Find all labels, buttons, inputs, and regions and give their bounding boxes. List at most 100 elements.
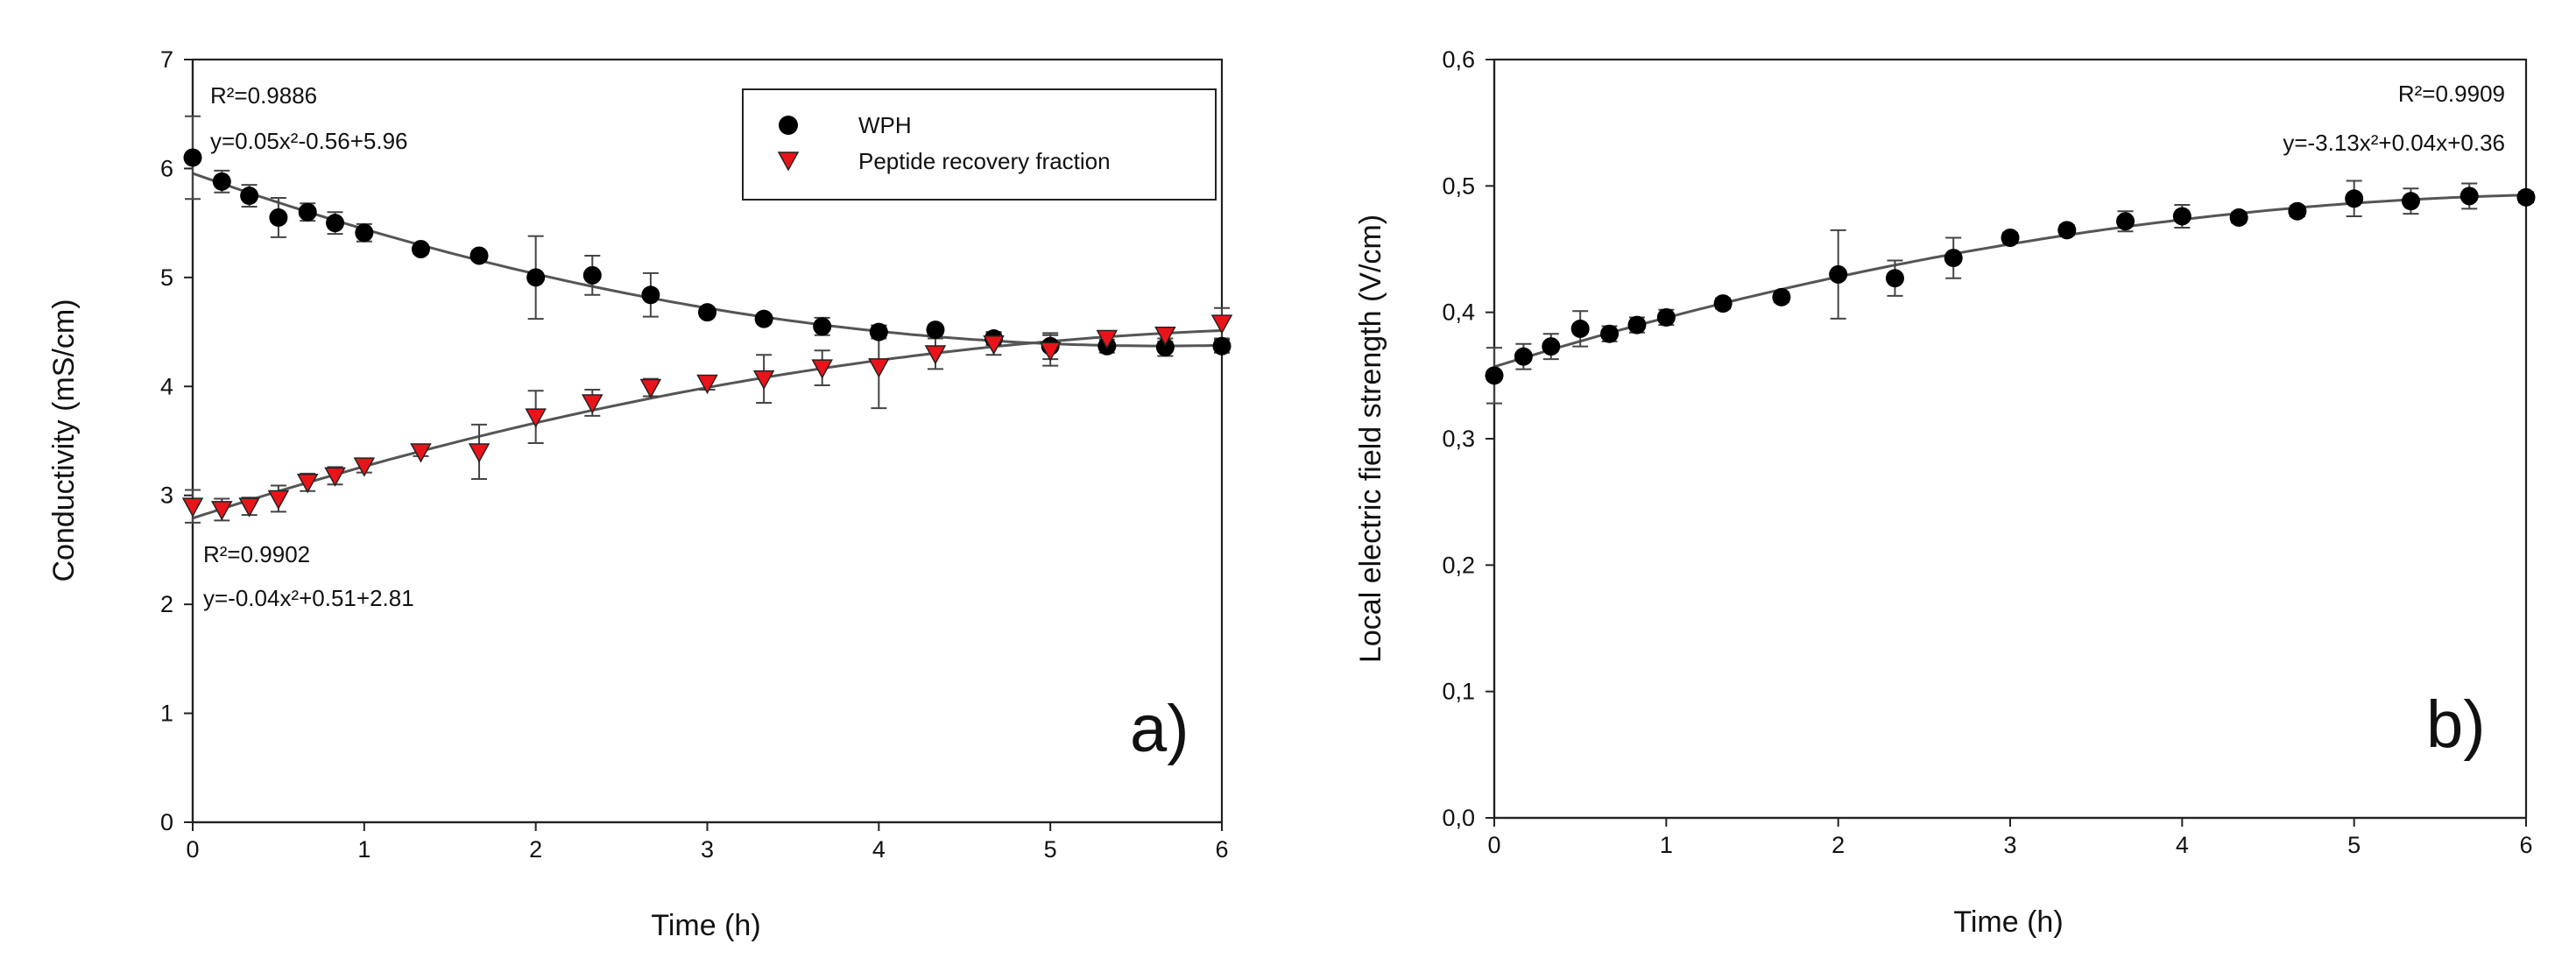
- data-point-a-wph-3: [269, 208, 288, 227]
- data-point-a-peptide-recovery-fraction-9: [525, 408, 547, 428]
- legend-wph-label: WPH: [858, 112, 912, 138]
- data-points-b: [1485, 187, 2536, 385]
- data-point-b-local-electric-field-strength-18: [2345, 189, 2364, 208]
- field-equation-annotation: y=-3.13x²+0.04x+0.36: [2283, 130, 2505, 156]
- data-points-a: [181, 148, 1233, 521]
- data-point-a-peptide-recovery-fraction-12: [696, 374, 718, 395]
- x-tick-label-a-1: 1: [357, 836, 371, 863]
- data-point-b-local-electric-field-strength-16: [2229, 208, 2248, 227]
- data-point-b-local-electric-field-strength-8: [1772, 287, 1791, 306]
- data-point-a-peptide-recovery-fraction-11: [639, 378, 662, 399]
- data-point-b-local-electric-field-strength-13: [2057, 221, 2077, 240]
- legend-peptide-label: Peptide recovery fraction: [858, 148, 1111, 174]
- x-tick-label-a-6: 6: [1215, 836, 1228, 863]
- y-tick-label-b-2: 0,2: [1442, 552, 1475, 578]
- data-point-a-wph-14: [813, 317, 832, 336]
- chart-panel-b: 0 1 2 3 4 5 6 0,0 0,1 0,2 0,3 0,4 0,5 0,6 Time (h) Lo…: [1354, 46, 2536, 939]
- data-point-a-peptide-recovery-fraction-8: [468, 443, 490, 463]
- data-point-a-peptide-recovery-fraction-21: [1210, 314, 1233, 335]
- x-tick-label-b-5: 5: [2347, 832, 2361, 858]
- data-point-b-local-electric-field-strength-21: [2516, 187, 2536, 207]
- data-point-a-peptide-recovery-fraction-6: [353, 457, 376, 477]
- legend-wph-marker: [779, 116, 798, 135]
- data-point-a-wph-5: [326, 214, 345, 233]
- data-point-a-peptide-recovery-fraction-10: [582, 394, 603, 414]
- data-point-a-peptide-recovery-fraction-7: [410, 443, 432, 463]
- y-tick-label-b-3: 0,3: [1442, 426, 1475, 452]
- y-tick-label-a-7: 7: [160, 46, 173, 73]
- data-point-a-wph-6: [355, 223, 374, 243]
- y-tick-label-b-0: 0,0: [1442, 805, 1475, 831]
- data-point-a-wph-12: [698, 303, 716, 322]
- data-point-a-peptide-recovery-fraction-20: [1154, 327, 1176, 347]
- y-tick-label-b-4: 0,4: [1442, 299, 1475, 326]
- field-r2-annotation: R²=0.9909: [2398, 81, 2505, 107]
- data-point-a-peptide-recovery-fraction-3: [267, 490, 290, 511]
- data-point-a-peptide-recovery-fraction-18: [1039, 342, 1062, 362]
- y-tick-label-a-3: 3: [160, 482, 173, 509]
- y-axis-title-a: Conductivity (mS/cm): [47, 299, 81, 581]
- data-point-b-local-electric-field-strength-1: [1514, 347, 1533, 366]
- x-tick-label-b-1: 1: [1660, 832, 1673, 858]
- data-point-a-peptide-recovery-fraction-5: [324, 467, 346, 487]
- data-point-b-local-electric-field-strength-7: [1713, 294, 1733, 313]
- axis-ticks-b: 0 1 2 3 4 5 6 0,0 0,1 0,2 0,3 0,4 0,5 0,6: [1442, 46, 2532, 858]
- legend-a: WPH Peptide recovery fraction: [742, 88, 1217, 201]
- axis-ticks-a: 0 1 2 3 4 5 6 0 1 2 3 4 5 6 7: [160, 46, 1229, 863]
- data-point-a-wph-0: [183, 148, 202, 167]
- data-point-a-wph-8: [469, 246, 489, 265]
- data-point-a-wph-9: [526, 268, 546, 287]
- data-point-a-wph-10: [582, 265, 602, 285]
- peptide-equation-annotation: y=-0.04x²+0.51+2.81: [203, 585, 414, 611]
- data-point-a-wph-7: [411, 240, 430, 259]
- data-point-b-local-electric-field-strength-10: [1885, 269, 1904, 288]
- x-tick-label-a-5: 5: [1044, 836, 1057, 863]
- data-point-a-peptide-recovery-fraction-13: [752, 370, 775, 391]
- data-point-a-wph-2: [240, 187, 259, 206]
- data-point-a-wph-21: [1212, 336, 1232, 356]
- y-tick-label-a-5: 5: [160, 264, 173, 291]
- data-point-b-local-electric-field-strength-17: [2288, 201, 2307, 221]
- panel-label-b: b): [2426, 687, 2486, 762]
- wph-r2-annotation: R²=0.9886: [210, 82, 317, 109]
- data-point-b-local-electric-field-strength-2: [1542, 337, 1561, 356]
- legend-peptide-marker: [777, 151, 800, 172]
- data-point-b-local-electric-field-strength-0: [1485, 366, 1504, 385]
- x-tick-label-a-4: 4: [872, 836, 886, 863]
- x-tick-label-a-2: 2: [529, 836, 542, 863]
- x-tick-label-b-2: 2: [1831, 832, 1845, 858]
- data-point-a-wph-15: [869, 322, 888, 342]
- y-tick-label-a-0: 0: [160, 809, 173, 835]
- y-tick-label-a-1: 1: [160, 701, 173, 727]
- y-tick-label-a-2: 2: [160, 591, 173, 617]
- x-tick-label-a-0: 0: [186, 836, 199, 863]
- data-point-a-wph-11: [641, 285, 660, 305]
- data-point-b-local-electric-field-strength-11: [1944, 249, 1963, 268]
- data-point-a-peptide-recovery-fraction-14: [811, 359, 833, 379]
- x-tick-label-b-6: 6: [2519, 832, 2532, 858]
- wph-equation-annotation: y=0.05x²-0.56+5.96: [210, 128, 408, 154]
- y-tick-label-b-1: 0,1: [1442, 679, 1475, 705]
- data-point-a-peptide-recovery-fraction-16: [924, 345, 947, 365]
- legend-box: [742, 88, 1217, 201]
- x-tick-label-b-3: 3: [2003, 832, 2016, 858]
- data-point-a-wph-1: [212, 172, 231, 191]
- data-point-a-wph-4: [298, 202, 317, 222]
- data-point-b-local-electric-field-strength-20: [2460, 187, 2479, 206]
- x-tick-label-b-0: 0: [1487, 832, 1500, 858]
- y-axis-title-b: Local electric field strength (V/cm): [1354, 215, 1387, 663]
- data-point-a-peptide-recovery-fraction-17: [983, 335, 1005, 356]
- x-axis-title-b: Time (h): [1953, 905, 2063, 939]
- data-point-a-peptide-recovery-fraction-15: [868, 358, 890, 378]
- chart-panel-a: 0 1 2 3 4 5 6 0 1 2 3 4 5 6 7 Time (h) Conductivity (m…: [47, 46, 1233, 942]
- data-point-a-wph-16: [926, 320, 945, 340]
- y-tick-label-b-5: 0,5: [1442, 173, 1475, 199]
- y-tick-label-a-4: 4: [160, 373, 173, 399]
- data-point-b-local-electric-field-strength-14: [2116, 212, 2135, 231]
- y-tick-label-a-6: 6: [160, 155, 173, 181]
- data-point-b-local-electric-field-strength-19: [2401, 192, 2420, 211]
- data-point-b-local-electric-field-strength-12: [2001, 229, 2020, 248]
- data-point-b-local-electric-field-strength-15: [2172, 207, 2191, 226]
